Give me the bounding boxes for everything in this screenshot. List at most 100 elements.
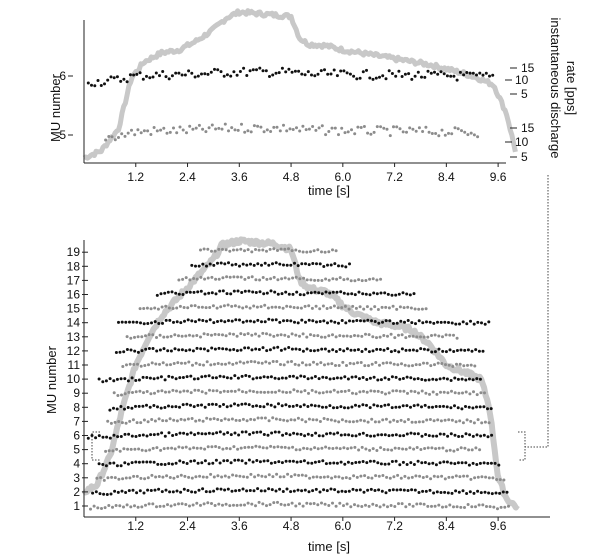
mu-17-discharge-point (221, 276, 225, 280)
mu-3-discharge-point (205, 475, 209, 479)
mu-11-discharge-point (363, 364, 367, 368)
mu-19-discharge-point (261, 248, 265, 252)
mu-5-discharge-point (139, 131, 143, 135)
mu-12-discharge-point (279, 348, 283, 352)
mu-3-discharge-point (146, 476, 150, 480)
mu-19-discharge-point (283, 247, 287, 251)
mu-3-discharge-point (271, 475, 275, 479)
mu-11-discharge-point (414, 363, 418, 367)
mu-17-discharge-point (313, 278, 317, 282)
mu-6-discharge-point (397, 69, 401, 73)
mu-13-discharge-point (210, 333, 213, 337)
mu-4-discharge-point (247, 458, 251, 462)
mu-19-discharge-point (265, 249, 268, 253)
mu-5-discharge-point (123, 134, 127, 138)
mu-8-discharge-point (189, 403, 192, 407)
mu-2-discharge-point (138, 489, 142, 493)
mu-12-discharge-point (239, 348, 243, 352)
mu-12-discharge-point (290, 347, 294, 351)
mu-13-discharge-point (125, 335, 129, 339)
mu-1-discharge-point (448, 503, 452, 507)
mu-8-discharge-point (123, 407, 126, 411)
mu-9-discharge-point (413, 390, 417, 394)
mu-1-discharge-point (338, 501, 342, 505)
mu-10-discharge-point (101, 380, 105, 384)
mu-14-discharge-point (271, 318, 274, 322)
mu-11-discharge-point (392, 362, 396, 366)
mu-2-discharge-point (193, 490, 197, 494)
mu-13-discharge-point (232, 332, 235, 336)
mu-1-discharge-point (492, 505, 496, 509)
mu-6-discharge-point (433, 70, 436, 74)
mu-8-discharge-point (449, 406, 453, 410)
mu-1-discharge-point (499, 505, 503, 509)
mu-11-discharge-point (370, 362, 374, 366)
mu-1-discharge-point (265, 504, 268, 508)
mu-7-discharge-point (399, 418, 403, 422)
y-tick-label: 2 (73, 485, 80, 499)
mu-5-discharge-point (369, 132, 373, 136)
mu-10-discharge-point (416, 377, 420, 381)
mu-7-discharge-point (410, 420, 414, 424)
mu-12-discharge-point (463, 348, 467, 352)
mu-18-discharge-point (263, 261, 267, 265)
mu-14-discharge-point (179, 321, 183, 325)
mu-1-discharge-point (334, 504, 338, 508)
mu-9-discharge-point (395, 389, 398, 393)
mu-5-discharge-point (104, 138, 108, 142)
mu-6-discharge-point (222, 74, 226, 78)
mu-14-discharge-point (289, 319, 293, 323)
mu-1-discharge-point (426, 504, 430, 508)
mu-3-discharge-point (374, 474, 378, 478)
mu-17-discharge-point (243, 277, 247, 281)
mu-6-discharge-point (431, 434, 435, 438)
mu-18-discharge-point (245, 263, 249, 267)
mu-17-discharge-point (195, 277, 199, 281)
mu-3-discharge-point (278, 475, 282, 479)
mu-6-discharge-point (403, 72, 407, 76)
mu-3-discharge-point (256, 473, 260, 477)
mu-19-discharge-point (206, 247, 210, 251)
bottom-panel: 1.2 2.4 3.6 4.8 6.0 7.2 8.4 9.6 123456789101112… (44, 236, 550, 554)
mu-7-discharge-point (348, 420, 352, 424)
mu-7-discharge-point (458, 419, 462, 423)
mu-16-discharge-point (331, 290, 335, 294)
mu-5-discharge-point (412, 447, 416, 451)
mu-14-discharge-point (315, 320, 318, 324)
mu-7-discharge-point (106, 419, 110, 423)
mu-4-discharge-point (321, 459, 325, 463)
mu-6-discharge-point (258, 66, 262, 70)
mu-6-discharge-point (464, 432, 468, 436)
mu-1-discharge-point (257, 500, 261, 504)
mu-5-discharge-point (192, 446, 196, 450)
mu-5-discharge-point (285, 129, 289, 133)
mu-16-discharge-point (159, 292, 163, 296)
mu-5-discharge-point (246, 129, 250, 133)
mu-4-discharge-point (258, 460, 262, 464)
y-tick-label: 3 (73, 471, 80, 485)
mu-1-discharge-point (122, 505, 125, 509)
mu-18-discharge-point (311, 262, 315, 265)
x-tick-label: 7.2 (386, 170, 403, 184)
mu-17-discharge-point (349, 279, 353, 283)
mu-9-discharge-point (149, 392, 153, 396)
mu-3-discharge-point (480, 475, 484, 479)
mu-8-discharge-point (387, 403, 390, 407)
mu-14-discharge-point (164, 318, 168, 322)
mu-15-discharge-point (395, 307, 399, 311)
mu-1-discharge-point (485, 505, 488, 508)
mu-11-discharge-point (359, 361, 363, 364)
mu-8-discharge-point (137, 404, 141, 408)
mu-15-discharge-point (252, 304, 256, 308)
mu-5-discharge-point (426, 446, 430, 450)
mu-11-discharge-point (139, 364, 143, 368)
mu-3-discharge-point (484, 475, 488, 479)
mu-12-discharge-point (371, 349, 375, 353)
mu-19-discharge-point (316, 248, 320, 252)
mu-11-discharge-point (429, 364, 433, 368)
mu-4-discharge-point (464, 461, 468, 465)
mu-14-discharge-point (439, 320, 443, 324)
mu-11-discharge-point (176, 361, 180, 365)
mu-9-discharge-point (424, 391, 428, 395)
mu-5-discharge-point (243, 130, 247, 134)
